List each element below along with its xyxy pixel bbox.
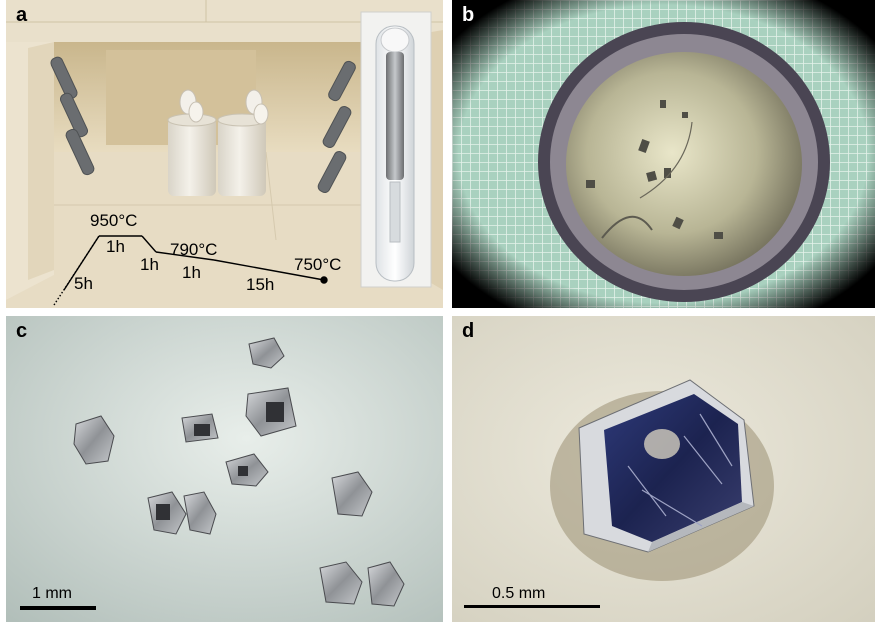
panel-d: d 0.5 mm [452, 316, 875, 622]
crucible-top-view-photo [452, 0, 875, 308]
panel-a: a 950°C 790°C 750°C 5h 1h 1h 1h 15h [6, 0, 443, 308]
duration-label-1h-cool: 1h [140, 255, 159, 274]
temperature-profile [53, 235, 328, 306]
furnace-photo [6, 0, 443, 308]
crucibles [167, 89, 269, 196]
duration-label-5h: 5h [74, 274, 93, 293]
surface-streaks [627, 413, 733, 527]
scale-bar-d [464, 605, 600, 608]
temp-label-950: 950°C [90, 211, 138, 230]
crystal-dark-faces [156, 402, 284, 520]
scale-bar-label-d: 0.5 mm [492, 585, 546, 602]
duration-label-1h-second: 1h [182, 263, 201, 282]
ampoule-inset [360, 11, 432, 288]
single-crystal-photo [452, 316, 875, 622]
panel-b: b [452, 0, 875, 308]
panel-c: c 1 mm [6, 316, 443, 622]
crystals-photo [6, 316, 443, 622]
panel-label-b: b [462, 4, 475, 26]
scale-bar-label-c: 1 mm [32, 585, 72, 602]
temp-label-750: 750°C [294, 255, 342, 274]
scale-bar-c [20, 606, 96, 610]
temp-label-790: 790°C [170, 240, 218, 259]
panel-label-c: c [16, 320, 28, 342]
panel-label-a: a [16, 4, 28, 26]
duration-label-1h-hold: 1h [106, 237, 125, 256]
duration-label-15h: 15h [246, 275, 275, 294]
crystals-in-melt [586, 100, 723, 239]
panel-label-d: d [462, 320, 475, 342]
